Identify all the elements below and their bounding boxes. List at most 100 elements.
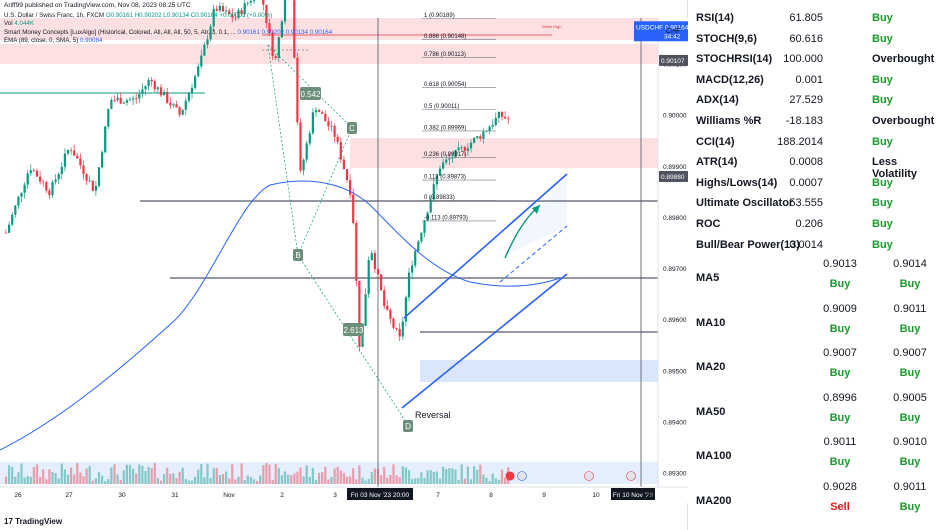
indicator-name: MACD(12,26) [696, 73, 764, 86]
candle-body [376, 268, 380, 275]
volume-bar [380, 475, 383, 484]
ma-simple-value: 0.9013 [823, 258, 857, 270]
candle-body [491, 125, 494, 127]
volume-bar [79, 472, 82, 484]
volume-bar [246, 475, 249, 484]
candle-body [116, 97, 119, 101]
candle-body [383, 290, 386, 306]
fib-label: -0.113 (0.89793) [424, 215, 468, 221]
candle-body [469, 142, 473, 149]
tradingview-footer[interactable]: 17 TradingView [4, 517, 62, 526]
volume-bar [166, 467, 169, 484]
candle-body [398, 328, 401, 337]
point-d-label: D [405, 422, 411, 431]
candle-body [432, 184, 435, 200]
candle-body [318, 110, 321, 113]
candle-body [39, 176, 42, 182]
volume-bar [203, 477, 206, 484]
volume-bar [302, 476, 305, 484]
volume-bar [107, 479, 110, 484]
price-tick-label: 0.89700 [663, 266, 687, 273]
volume-bar [376, 469, 380, 484]
candle-body [57, 173, 60, 180]
level-badge-label: 0.90107 [661, 58, 685, 65]
candle-body [225, 10, 228, 12]
candle-body [17, 196, 20, 206]
candle-body [60, 166, 63, 174]
candle-body [479, 136, 482, 139]
candle-body [240, 10, 243, 15]
time-crosshair-badge [611, 488, 655, 500]
candle-body [150, 79, 153, 82]
candle-body [203, 44, 206, 56]
candle-body [466, 148, 469, 151]
candle-body [135, 98, 138, 100]
volume-bar [163, 473, 166, 484]
indicator-name: STOCH(9,6) [696, 32, 757, 45]
fib-label: 0.886 (0.90148) [424, 34, 466, 40]
indicator-value: 27.529 [789, 94, 823, 107]
candle-body [463, 146, 466, 151]
time-tick-label: 3 [333, 492, 337, 499]
price-tick-label: 0.89800 [663, 215, 687, 222]
indicator-value: 100.000 [783, 53, 823, 66]
volume-bar [290, 475, 293, 484]
indicator-signal: Buy [872, 94, 893, 107]
time-tick-label: 7 [436, 492, 440, 499]
volume-bar [500, 469, 504, 484]
volume-bar [321, 472, 324, 484]
volume-bar [445, 469, 448, 484]
candle-body [91, 180, 94, 191]
candle-body [82, 165, 85, 175]
ma-exp-value: 0.9014 [893, 258, 927, 270]
volume-bar [119, 479, 122, 484]
candle-body [29, 170, 32, 174]
candle-body [274, 56, 277, 59]
fib-levels: 2.618 (0.90764)1.618 (0.90431)1.27 (0.90… [422, 13, 496, 221]
candle-body [26, 173, 29, 185]
volume-bar [311, 467, 314, 484]
time-tick-label: 31 [171, 492, 179, 499]
indicator-signal: Overbought [872, 53, 935, 66]
candle-body [66, 149, 70, 154]
candle-body [243, 3, 246, 15]
volume-bar [364, 480, 367, 484]
ma-row: MA10 0.9009 0.9011 Buy Buy [690, 301, 941, 345]
candle-body [367, 260, 370, 295]
candle-body [35, 170, 39, 177]
price-tick-label: 0.90000 [663, 113, 687, 120]
volume-bar [85, 468, 88, 484]
volume-bar [66, 474, 70, 484]
ma-simple-value: 0.9007 [823, 347, 857, 359]
indicator-value: 0.206 [795, 218, 823, 230]
price-tick-label: 0.89400 [663, 419, 687, 426]
indicator-row: STOCHRSI(14) 100.000 Overbought [690, 49, 941, 70]
weak-high-label: Weak High [542, 24, 562, 29]
candle-body [206, 39, 209, 45]
volume-bar [296, 471, 299, 484]
candle-body [355, 223, 358, 281]
volume-bar [268, 464, 271, 484]
us-flag-icon-2 [584, 471, 594, 481]
volume-bar [39, 476, 42, 484]
candle-body [221, 6, 225, 12]
price-axis[interactable] [657, 18, 688, 487]
chart-panel[interactable]: 2.618 (0.90764)1.618 (0.90431)1.27 (0.90… [0, 0, 688, 530]
candle-body [352, 194, 355, 224]
candle-body [159, 87, 163, 96]
reversal-label: Reversal [415, 410, 451, 420]
volume-bar [448, 468, 451, 484]
time-axis[interactable] [0, 486, 688, 503]
event-icons[interactable] [505, 471, 636, 481]
volume-bar [135, 473, 138, 484]
volume-bar [218, 474, 221, 484]
candle-body [234, 17, 237, 19]
indicator-value: 60.616 [789, 32, 823, 45]
indicator-signal: Less Volatility [872, 156, 918, 181]
ma-simple-signal: Buy [829, 367, 851, 379]
volume-bar [169, 473, 172, 484]
volume-bar [82, 476, 85, 484]
candlestick-chart[interactable]: 2.618 (0.90764)1.618 (0.90431)1.27 (0.90… [0, 0, 688, 530]
indicator-name: Williams %R [696, 115, 762, 127]
volume-bar [420, 472, 423, 484]
